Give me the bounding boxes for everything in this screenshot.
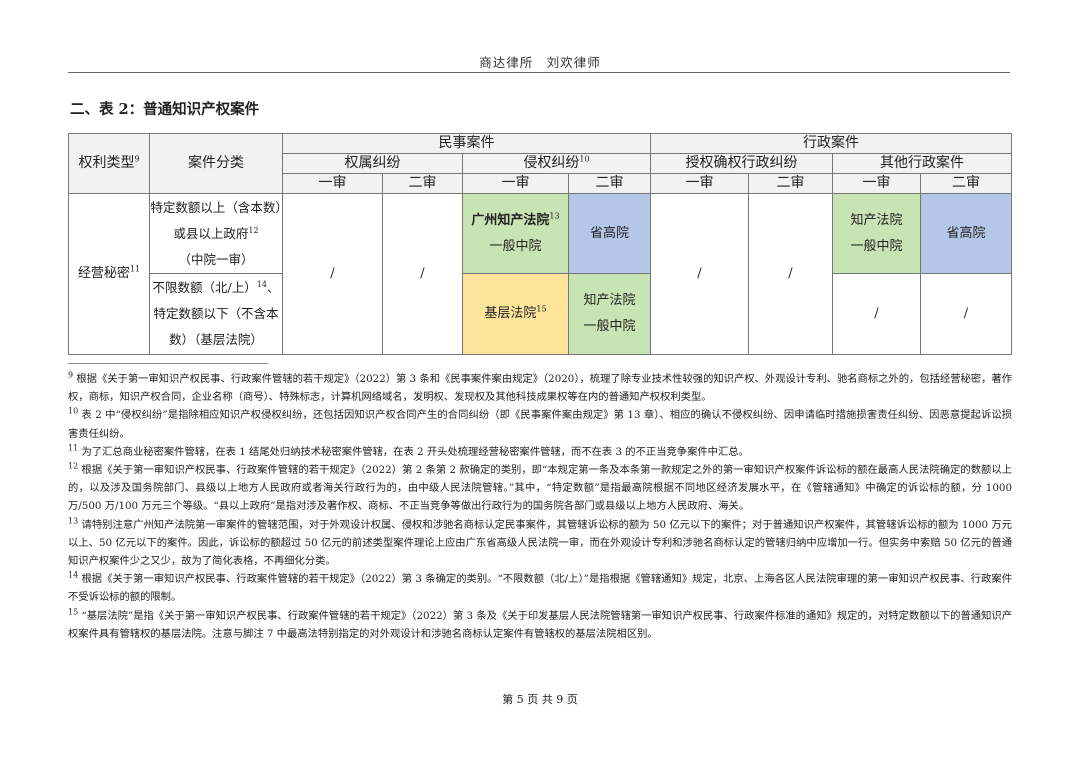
cell-value: / xyxy=(651,194,749,355)
footnotes: 9 根据《关于第一审知识产权民事、行政案件管辖的若干规定》（2022）第 3 条… xyxy=(68,370,1012,643)
cell-value: / xyxy=(749,194,833,355)
page-number: 第 5 页 共 9 页 xyxy=(0,691,1080,707)
rights-type-cell: 经营秘密11 xyxy=(69,194,150,355)
table-row: 经营秘密11 特定数额以上（含本数）或县以上政府12（中院一审） / / 广州知… xyxy=(69,194,1012,274)
cell-value: 知产法院一般中院 xyxy=(833,194,921,274)
section-title: 二、表 2：普通知识产权案件 xyxy=(70,98,259,119)
cell-value: 基层法院15 xyxy=(463,274,569,355)
header-second: 二审 xyxy=(383,174,463,194)
cell-value: / xyxy=(833,274,921,355)
header-civil: 民事案件 xyxy=(283,134,651,154)
cell-value: 省高院 xyxy=(921,194,1012,274)
footnote-13: 13 请特别注意广州知产法院第一审案件的管辖范围，对于外观设计权属、侵权和涉驰名… xyxy=(68,516,1012,571)
footnote-12: 12 根据《关于第一审知识产权民事、行政案件管辖的若干规定》（2022）第 2 … xyxy=(68,461,1012,516)
header-second: 二审 xyxy=(921,174,1012,194)
table-row: 不限数额（北/上）14、特定数额以下（不含本数）（基层法院） 基层法院15 知产… xyxy=(69,274,1012,355)
header-divider xyxy=(68,72,1010,73)
cell-value: 广州知产法院13一般中院 xyxy=(463,194,569,274)
footnote-15: 15 “基层法院”是指《关于第一审知识产权民事、行政案件管辖的若干规定》（202… xyxy=(68,607,1012,643)
header-ownership: 权属纠纷 xyxy=(283,154,463,174)
cell-value: 知产法院一般中院 xyxy=(569,274,651,355)
header-rights-type: 权利类型9 xyxy=(69,134,150,194)
header-case-class: 案件分类 xyxy=(150,134,283,194)
cell-value: / xyxy=(921,274,1012,355)
header-first: 一审 xyxy=(283,174,383,194)
case-class-cell: 特定数额以上（含本数）或县以上政府12（中院一审） xyxy=(150,194,283,274)
header-first: 一审 xyxy=(833,174,921,194)
header-second: 二审 xyxy=(749,174,833,194)
document-page: 商达律所 刘欢律师 二、表 2：普通知识产权案件 权利类型9 案件分类 民事案件… xyxy=(0,0,1080,764)
cell-value: / xyxy=(383,194,463,355)
jurisdiction-table: 权利类型9 案件分类 民事案件 行政案件 权属纠纷 侵权纠纷10 授权确权行政纠… xyxy=(68,133,1012,355)
footnote-divider xyxy=(68,363,268,364)
page-header: 商达律所 刘欢律师 xyxy=(0,52,1080,71)
cell-value: / xyxy=(283,194,383,355)
footnote-10: 10 表 2 中“侵权纠纷”是指除相应知识产权侵权纠纷，还包括因知识产权合同产生… xyxy=(68,406,1012,442)
header-second: 二审 xyxy=(569,174,651,194)
footnote-14: 14 根据《关于第一审知识产权民事、行政案件管辖的若干规定》（2022）第 3 … xyxy=(68,570,1012,606)
footnote-11: 11 为了汇总商业秘密案件管辖，在表 1 结尾处归纳技术秘密案件管辖，在表 2 … xyxy=(68,443,1012,461)
header-first: 一审 xyxy=(463,174,569,194)
case-class-cell: 不限数额（北/上）14、特定数额以下（不含本数）（基层法院） xyxy=(150,274,283,355)
header-first: 一审 xyxy=(651,174,749,194)
header-grant: 授权确权行政纠纷 xyxy=(651,154,833,174)
header-admin: 行政案件 xyxy=(651,134,1012,154)
footnote-9: 9 根据《关于第一审知识产权民事、行政案件管辖的若干规定》（2022）第 3 条… xyxy=(68,370,1012,406)
cell-value: 省高院 xyxy=(569,194,651,274)
header-other-admin: 其他行政案件 xyxy=(833,154,1012,174)
header-infringement: 侵权纠纷10 xyxy=(463,154,651,174)
